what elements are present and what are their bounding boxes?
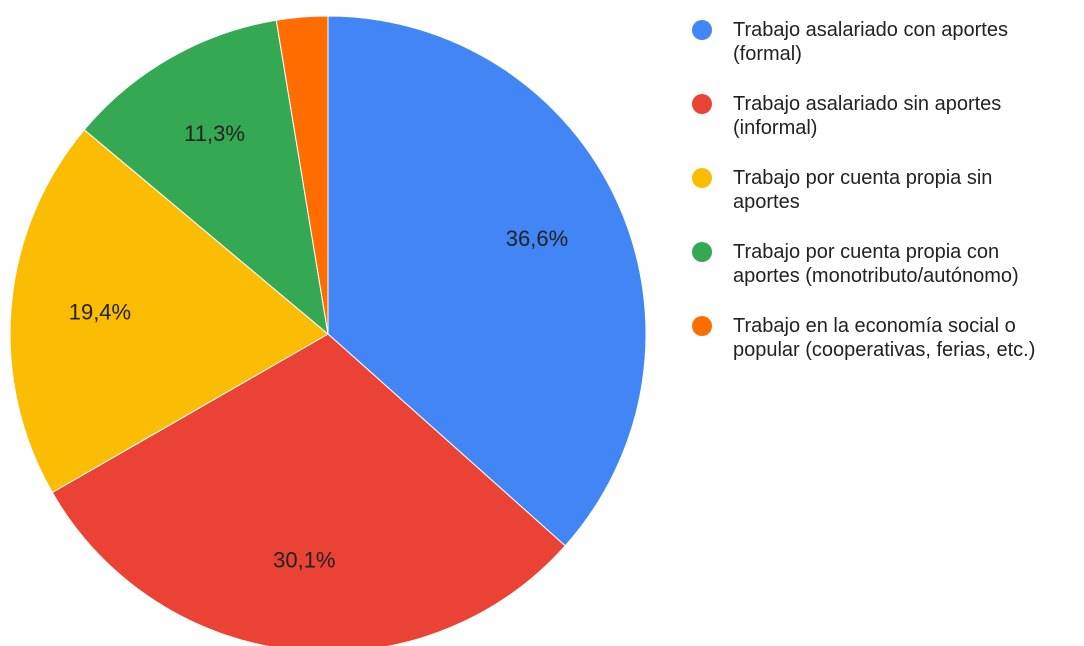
pie-slice — [275, 15, 329, 335]
legend-swatch — [692, 20, 712, 40]
legend-item: Trabajo asalariado con aportes (formal) — [692, 18, 1052, 66]
legend-label: Trabajo por cuenta propia con aportes (m… — [733, 241, 1019, 287]
legend-swatch — [692, 168, 712, 188]
pie-slice — [83, 19, 329, 336]
legend-label: Trabajo asalariado con aportes (formal) — [733, 19, 1008, 65]
legend-label: Trabajo en la economía social o popular … — [733, 315, 1036, 361]
legend-swatch — [692, 242, 712, 262]
slice-label: 36,6% — [506, 226, 568, 251]
pie-slice — [327, 15, 647, 547]
legend-item: Trabajo por cuenta propia con aportes (m… — [692, 240, 1052, 288]
pie-slice — [51, 333, 566, 646]
legend-swatch — [692, 316, 712, 336]
legend-item: Trabajo por cuenta propia sin aportes — [692, 166, 1052, 214]
legend-label: Trabajo asalariado sin aportes (informal… — [733, 93, 1002, 139]
slice-label: 19,4% — [69, 300, 131, 325]
legend-item: Trabajo asalariado sin aportes (informal… — [692, 92, 1052, 140]
legend-item: Trabajo en la economía social o popular … — [692, 314, 1052, 362]
legend-label: Trabajo por cuenta propia sin aportes — [733, 167, 993, 213]
legend-swatch — [692, 94, 712, 114]
pie-slice — [9, 129, 329, 494]
slice-label: 30,1% — [273, 548, 335, 573]
legend: Trabajo asalariado con aportes (formal) T… — [692, 18, 1052, 388]
slice-label: 11,3% — [184, 121, 245, 146]
